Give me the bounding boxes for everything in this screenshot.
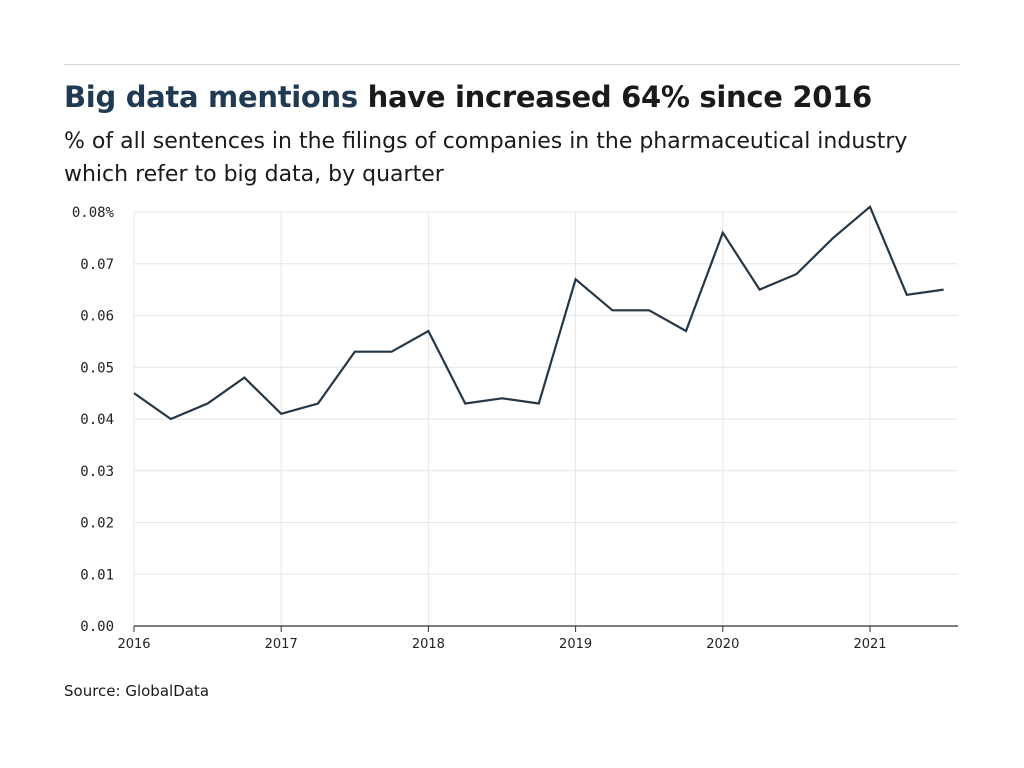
data-point	[684, 329, 688, 333]
data-point	[942, 288, 946, 292]
y-tick-label: 0.01	[80, 567, 114, 583]
data-point	[868, 205, 872, 209]
y-tick-label: 0.08%	[72, 205, 115, 221]
line-layer	[132, 204, 946, 421]
data-point	[279, 412, 283, 416]
data-point	[390, 350, 394, 354]
y-tick-label: 0.03	[80, 464, 114, 480]
data-point	[463, 401, 467, 405]
data-point	[169, 417, 173, 421]
data-point	[242, 376, 246, 380]
y-tick-label: 0.00	[80, 619, 114, 635]
data-point	[426, 329, 430, 333]
x-tick-label: 2020	[706, 637, 739, 652]
data-point	[132, 391, 136, 395]
data-point	[647, 308, 651, 312]
title-rest: have increased 64% since 2016	[357, 80, 873, 114]
y-tick-label: 0.07	[80, 257, 114, 273]
data-point	[794, 272, 798, 276]
data-point	[500, 396, 504, 400]
source-note: Source: GlobalData	[64, 682, 210, 700]
data-point	[758, 288, 762, 292]
data-point	[610, 308, 614, 312]
grid-layer	[133, 211, 958, 626]
series-line	[133, 204, 944, 421]
data-point	[721, 231, 725, 235]
data-point	[831, 236, 835, 240]
axis-layer	[133, 625, 958, 632]
data-point	[316, 401, 320, 405]
x-tick-label: 2017	[265, 637, 298, 652]
top-divider	[64, 64, 960, 65]
y-tick-label: 0.06	[80, 309, 114, 325]
data-point	[353, 350, 357, 354]
title-highlight: Big data mentions	[64, 80, 358, 114]
y-tick-label: 0.02	[80, 516, 114, 532]
label-layer: 0.00 0.01 0.02 0.03 0.04 0.05 0.06 0.07 0.08% 201…	[72, 205, 887, 652]
data-point	[574, 277, 578, 281]
y-tick-label: 0.04	[80, 412, 114, 428]
data-point	[206, 401, 210, 405]
y-tick-label: 0.05	[80, 360, 114, 376]
x-tick-label: 2016	[117, 637, 150, 652]
x-tick-label: 2018	[412, 637, 445, 652]
chart-subtitle: % of all sentences in the filings of com…	[64, 129, 908, 187]
chart-title: Big data mentions have increased 64% sin…	[64, 80, 872, 114]
data-point	[537, 401, 541, 405]
x-tick-label: 2021	[853, 637, 886, 652]
data-point	[905, 293, 909, 297]
x-tick-label: 2019	[559, 637, 592, 652]
